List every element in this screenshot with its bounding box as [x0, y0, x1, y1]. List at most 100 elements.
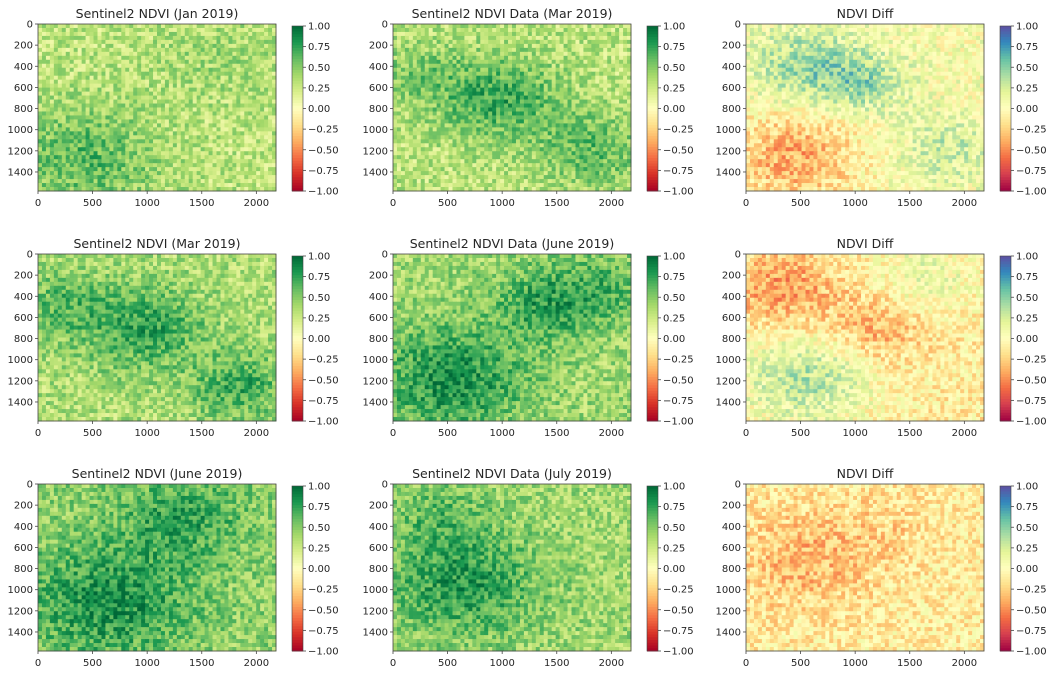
raster-cell [46, 108, 50, 112]
raster-cell [429, 36, 433, 40]
raster-cell [441, 143, 445, 147]
raster-cell [224, 36, 228, 40]
raster-cell [484, 179, 488, 183]
raster-cell [599, 40, 603, 44]
raster-cell [74, 131, 78, 135]
raster-cell [98, 44, 102, 48]
raster-cell [78, 96, 82, 100]
raster-cell [46, 60, 50, 64]
raster-cell [540, 100, 544, 104]
raster-cell [587, 76, 591, 80]
raster-cell [492, 88, 496, 92]
raster-cell [623, 88, 627, 92]
raster-cell [125, 151, 129, 155]
raster-cell [449, 52, 453, 56]
raster-cell [165, 64, 169, 68]
raster-cell [591, 131, 595, 135]
raster-cell [129, 127, 133, 131]
raster-cell [536, 151, 540, 155]
raster-cell [113, 36, 117, 40]
raster-cell [86, 123, 90, 127]
raster-cell [38, 60, 42, 64]
raster-cell [417, 163, 421, 167]
raster-cell [453, 167, 457, 171]
raster-cell [433, 167, 437, 171]
raster-cell [165, 179, 169, 183]
raster-cell [516, 151, 520, 155]
raster-cell [141, 104, 145, 108]
raster-cell [66, 32, 70, 36]
raster-cell [583, 115, 587, 119]
raster-cell [560, 123, 564, 127]
raster-cell [595, 108, 599, 112]
raster-cell [252, 139, 256, 143]
raster-cell [421, 56, 425, 60]
raster-cell [244, 159, 248, 163]
raster-cell [189, 115, 193, 119]
raster-cell [86, 115, 90, 119]
raster-cell [105, 24, 109, 28]
raster-cell [393, 64, 397, 68]
raster-cell [101, 159, 105, 163]
raster-cell [401, 28, 405, 32]
raster-cell [520, 131, 524, 135]
raster-cell [94, 28, 98, 32]
raster-cell [480, 155, 484, 159]
raster-cell [121, 183, 125, 187]
raster-cell [583, 56, 587, 60]
raster-cell [62, 171, 66, 175]
raster-cell [177, 147, 181, 151]
raster-cell [560, 32, 564, 36]
raster-cell [169, 111, 173, 115]
raster-cell [568, 64, 572, 68]
raster-cell [397, 60, 401, 64]
raster-cell [556, 36, 560, 40]
raster-cell [113, 175, 117, 179]
raster-cell [141, 72, 145, 76]
raster-cell [133, 135, 137, 139]
colorbar-tick-label: 1.00 [308, 22, 330, 33]
raster-cell [468, 68, 472, 72]
raster-cell [425, 68, 429, 72]
raster-cell [220, 32, 224, 36]
raster-cell [78, 92, 82, 96]
raster-cell [78, 76, 82, 80]
raster-cell [213, 52, 217, 56]
raster-cell [449, 115, 453, 119]
raster-cell [508, 115, 512, 119]
raster-cell [46, 131, 50, 135]
raster-cell [201, 60, 205, 64]
raster-cell [189, 139, 193, 143]
raster-cell [244, 175, 248, 179]
raster-cell [456, 127, 460, 131]
raster-cell [213, 100, 217, 104]
raster-cell [492, 108, 496, 112]
raster-cell [417, 135, 421, 139]
raster-cell [193, 151, 197, 155]
raster-cell [240, 68, 244, 72]
raster-cell [236, 32, 240, 36]
raster-cell [66, 40, 70, 44]
raster-cell [572, 123, 576, 127]
raster-cell [445, 163, 449, 167]
raster-cell [607, 76, 611, 80]
y-tick-label: 600 [14, 83, 33, 94]
raster-cell [58, 36, 62, 40]
raster-cell [552, 139, 556, 143]
raster-cell [141, 155, 145, 159]
raster-cell [453, 151, 457, 155]
raster-cell [145, 104, 149, 108]
raster-cell [105, 56, 109, 60]
raster-cell [101, 84, 105, 88]
raster-cell [185, 36, 189, 40]
raster-cell [197, 52, 201, 56]
raster-cell [153, 147, 157, 151]
raster-cell [205, 163, 209, 167]
raster-cell [260, 44, 264, 48]
raster-cell [181, 131, 185, 135]
raster-cell [413, 44, 417, 48]
raster-cell [460, 127, 464, 131]
raster-cell [568, 80, 572, 84]
raster-cell [603, 175, 607, 179]
raster-cell [468, 111, 472, 115]
